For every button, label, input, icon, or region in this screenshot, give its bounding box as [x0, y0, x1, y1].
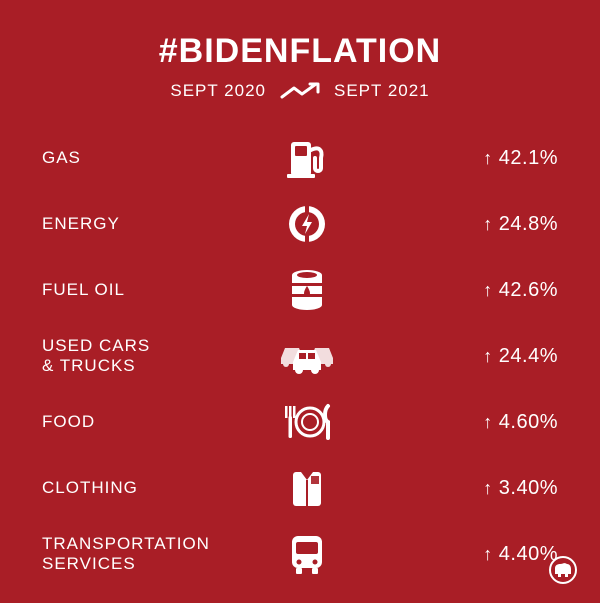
shirt-icon [242, 466, 372, 510]
row-transportation: TRANSPORTATIONSERVICES ↑ 4.40% [42, 521, 558, 587]
row-label: CLOTHING [42, 478, 242, 498]
percent-value: 24.4% [499, 345, 558, 368]
rows-container: GAS ↑ 42.1% ENERGY [42, 125, 558, 587]
row-label: GAS [42, 148, 242, 168]
gop-logo-icon [548, 555, 578, 585]
bus-icon [242, 532, 372, 576]
date-to: SEPT 2021 [334, 81, 430, 101]
outer-frame: #BIDENFLATION SEPT 2020 SEPT 2021 GAS [0, 0, 600, 603]
row-clothing: CLOTHING ↑ 3.40% [42, 455, 558, 521]
row-label: ENERGY [42, 214, 242, 234]
row-label: FUEL OIL [42, 280, 242, 300]
date-from: SEPT 2020 [170, 81, 266, 101]
row-percent: ↑ 24.4% [372, 345, 558, 368]
page-title: #BIDENFLATION [42, 32, 558, 71]
row-fuel-oil: FUEL OIL ↑ 42.6% [42, 257, 558, 323]
up-arrow-icon: ↑ [483, 479, 493, 497]
row-percent: ↑ 42.6% [372, 279, 558, 302]
percent-value: 42.1% [499, 147, 558, 170]
up-arrow-icon: ↑ [483, 215, 493, 233]
food-plate-icon [242, 400, 372, 444]
row-percent: ↑ 42.1% [372, 147, 558, 170]
row-label: FOOD [42, 412, 242, 432]
row-food: FOOD ↑ 4.60% [42, 389, 558, 455]
up-arrow-icon: ↑ [483, 545, 493, 563]
row-label: USED CARS& TRUCKS [42, 336, 242, 377]
row-percent: ↑ 4.40% [372, 543, 558, 566]
infographic-panel: #BIDENFLATION SEPT 2020 SEPT 2021 GAS [8, 8, 592, 595]
up-arrow-icon: ↑ [483, 347, 493, 365]
row-gas: GAS ↑ 42.1% [42, 125, 558, 191]
trend-up-icon [280, 82, 320, 100]
date-range: SEPT 2020 SEPT 2021 [42, 81, 558, 101]
percent-value: 3.40% [499, 477, 558, 500]
up-arrow-icon: ↑ [483, 413, 493, 431]
row-energy: ENERGY ↑ 24.8% [42, 191, 558, 257]
row-label: TRANSPORTATIONSERVICES [42, 534, 242, 575]
row-used-cars: USED CARS& TRUCKS [42, 323, 558, 389]
percent-value: 42.6% [499, 279, 558, 302]
percent-value: 4.60% [499, 411, 558, 434]
up-arrow-icon: ↑ [483, 281, 493, 299]
up-arrow-icon: ↑ [483, 149, 493, 167]
energy-bolt-icon [242, 202, 372, 246]
row-percent: ↑ 24.8% [372, 213, 558, 236]
oil-barrel-icon [242, 268, 372, 312]
row-percent: ↑ 4.60% [372, 411, 558, 434]
gas-pump-icon [242, 136, 372, 180]
percent-value: 24.8% [499, 213, 558, 236]
cars-icon [242, 336, 372, 376]
row-percent: ↑ 3.40% [372, 477, 558, 500]
